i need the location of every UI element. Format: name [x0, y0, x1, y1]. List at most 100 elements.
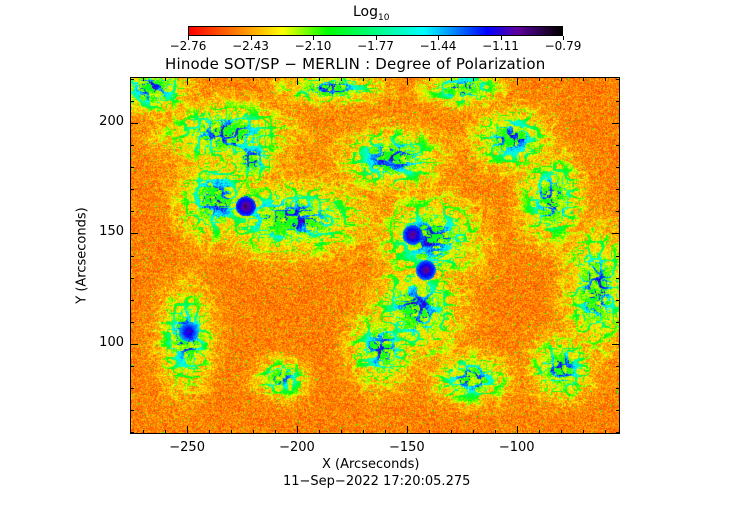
colorbar-tick-label: −1.44: [419, 39, 457, 53]
colorbar-tick-label: −1.77: [357, 39, 394, 53]
y-tick-mark: [130, 123, 138, 125]
y-tick-mark: [616, 79, 620, 81]
y-tick-mark: [130, 167, 134, 169]
colorbar-tick-mark: [563, 36, 564, 40]
x-tick-mark: [538, 430, 540, 434]
y-tick-mark: [130, 189, 134, 191]
x-tick-mark: [231, 430, 233, 434]
plot-area: [130, 77, 620, 434]
y-tick-mark: [130, 365, 134, 367]
x-tick-mark: [560, 77, 562, 81]
x-tick-mark: [472, 77, 474, 81]
x-tick-mark: [428, 430, 430, 434]
colorbar-tick-label: −2.76: [169, 39, 207, 53]
colorbar: [188, 26, 563, 36]
y-tick-mark: [130, 343, 138, 345]
y-tick-mark: [616, 321, 620, 323]
x-tick-mark: [187, 426, 189, 434]
y-tick-mark: [130, 101, 134, 103]
y-tick-mark: [616, 255, 620, 257]
y-tick-label: 150: [99, 224, 124, 240]
y-tick-mark: [616, 409, 620, 411]
y-tick-mark: [616, 365, 620, 367]
timestamp: 11−Sep−2022 17:20:05.275: [283, 474, 471, 489]
x-tick-mark: [428, 77, 430, 81]
x-tick-mark: [516, 77, 518, 85]
colorbar-tick-mark: [375, 36, 377, 40]
colorbar-label-text: Log: [353, 4, 379, 20]
x-tick-mark: [362, 430, 364, 434]
y-tick-mark: [612, 233, 620, 235]
x-tick-mark: [275, 430, 277, 434]
y-tick-mark: [616, 211, 620, 213]
x-tick-mark: [296, 426, 298, 434]
x-tick-mark: [253, 77, 255, 81]
x-tick-mark: [362, 77, 364, 81]
y-tick-mark: [130, 145, 134, 147]
x-tick-mark: [165, 430, 167, 434]
y-tick-mark: [616, 189, 620, 191]
x-tick-mark: [143, 77, 145, 81]
x-tick-mark: [450, 77, 452, 81]
x-tick-mark: [582, 77, 584, 81]
x-tick-mark: [209, 430, 211, 434]
colorbar-tick-mark: [313, 36, 314, 40]
x-tick-mark: [604, 430, 606, 434]
colorbar-tick-label: −2.43: [232, 39, 269, 53]
x-tick-mark: [340, 77, 342, 81]
polarization-heatmap: [131, 78, 619, 433]
y-tick-mark: [616, 431, 620, 433]
y-tick-mark: [130, 211, 134, 213]
x-tick-label: −100: [498, 440, 535, 455]
y-tick-mark: [612, 343, 620, 345]
x-tick-mark: [494, 77, 496, 81]
x-tick-mark: [187, 77, 189, 85]
y-tick-mark: [130, 277, 134, 279]
x-tick-mark: [406, 426, 408, 434]
colorbar-tick-mark: [438, 36, 439, 40]
x-tick-label: −250: [169, 440, 205, 455]
y-tick-label: 200: [99, 114, 124, 130]
y-tick-mark: [130, 233, 138, 235]
colorbar-tick-label: −1.11: [482, 39, 519, 53]
y-tick-mark: [130, 321, 134, 323]
y-tick-mark: [616, 277, 620, 279]
x-tick-mark: [143, 430, 145, 434]
y-tick-label: 100: [99, 334, 124, 350]
x-tick-mark: [582, 430, 584, 434]
colorbar-label: Log10: [353, 4, 389, 23]
colorbar-tick-mark: [250, 36, 252, 40]
y-tick-mark: [130, 255, 134, 257]
chart-title: Hinode SOT/SP − MERLIN : Degree of Polar…: [165, 55, 546, 73]
x-tick-mark: [253, 430, 255, 434]
x-tick-mark: [538, 77, 540, 81]
y-axis-label: Y (Arcseconds): [74, 207, 90, 304]
colorbar-tick-mark: [188, 36, 189, 40]
x-tick-mark: [318, 77, 320, 81]
x-tick-mark: [296, 77, 298, 85]
x-tick-mark: [384, 77, 386, 81]
x-tick-mark: [231, 77, 233, 81]
colorbar-tick-label: −2.10: [294, 39, 332, 53]
colorbar-tick-label: −0.79: [544, 39, 582, 53]
x-tick-mark: [340, 430, 342, 434]
x-tick-mark: [275, 77, 277, 81]
x-tick-mark: [318, 430, 320, 434]
y-tick-mark: [130, 409, 134, 411]
y-tick-mark: [616, 101, 620, 103]
y-tick-mark: [616, 387, 620, 389]
x-tick-mark: [604, 77, 606, 81]
y-tick-mark: [130, 387, 134, 389]
y-tick-mark: [612, 123, 620, 125]
x-tick-label: −150: [389, 440, 425, 455]
x-tick-mark: [384, 430, 386, 434]
x-axis-label: X (Arcseconds): [322, 457, 420, 472]
x-tick-mark: [450, 430, 452, 434]
y-tick-mark: [130, 299, 134, 301]
colorbar-label-sub: 10: [378, 12, 390, 23]
y-tick-mark: [130, 431, 134, 433]
colorbar-tick-mark: [500, 36, 502, 40]
x-tick-mark: [516, 426, 518, 434]
x-tick-label: −200: [279, 440, 315, 455]
y-tick-mark: [616, 299, 620, 301]
